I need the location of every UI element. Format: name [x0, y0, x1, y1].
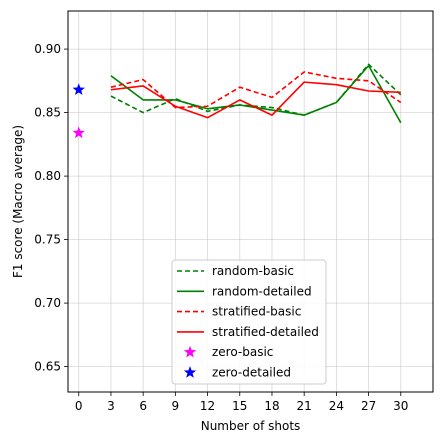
x-tick-label: 24 [329, 399, 344, 413]
random-basic-line [110, 63, 402, 116]
x-tick-label: 0 [75, 399, 83, 413]
legend-label-random-basic: random-basic [212, 264, 294, 278]
x-tick-label: 18 [264, 399, 279, 413]
legend-marker-zero-detailed [183, 366, 197, 378]
x-tick-label: 12 [200, 399, 215, 413]
x-axis-label: Number of shots [201, 419, 301, 433]
y-tick-label: 0.85 [34, 106, 61, 120]
stratified-basic-line [110, 71, 402, 109]
y-axis-label: F1 score (Macro average) [11, 125, 25, 278]
x-tick-label: 30 [393, 399, 408, 413]
y-tick-label: 0.80 [34, 169, 61, 183]
legend-box [171, 259, 327, 385]
x-tick-label: 3 [107, 399, 115, 413]
legend-label-stratified-detailed: stratified-detailed [212, 325, 319, 339]
zero-detailed-point [72, 83, 85, 95]
x-axis: 0 3 6 9 12 15 18 21 24 27 30 [75, 392, 408, 413]
stratified-detailed-line [110, 81, 401, 119]
x-tick-label: 21 [297, 399, 312, 413]
legend-label-zero-detailed: zero-detailed [212, 366, 291, 380]
x-tick-label: 6 [139, 399, 147, 413]
zero-basic-point [72, 126, 85, 139]
grid [68, 11, 433, 392]
y-tick-label: 0.65 [34, 360, 61, 374]
x-tick-label: 9 [172, 399, 180, 413]
legend-label-zero-basic: zero-basic [212, 345, 273, 359]
legend-label-random-detailed: random-detailed [212, 284, 312, 298]
legend-label-stratified-basic: stratified-basic [212, 305, 301, 319]
y-tick-label: 0.90 [34, 42, 61, 56]
x-tick-label: 27 [361, 399, 376, 413]
legend-marker-zero-basic [183, 345, 197, 358]
legend: random-basic random-detailed stratified-ba… [171, 259, 327, 385]
plot-frame [67, 10, 434, 393]
y-axis: 0.65 0.70 0.75 0.80 0.85 0.90 [34, 42, 68, 374]
y-tick-label: 0.75 [34, 233, 61, 247]
y-tick-label: 0.70 [34, 296, 61, 310]
series-layer [72, 63, 402, 139]
x-tick-label: 15 [232, 399, 247, 413]
